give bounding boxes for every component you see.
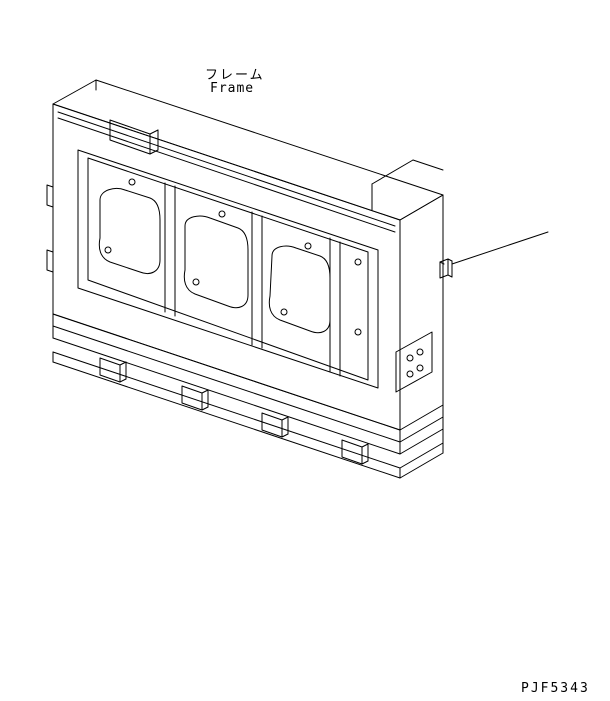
small-plate: [440, 259, 452, 278]
frame-drawing: [0, 0, 610, 701]
diagram-canvas: フレーム Frame PJF5343: [0, 0, 610, 701]
leader-line: [452, 232, 548, 264]
